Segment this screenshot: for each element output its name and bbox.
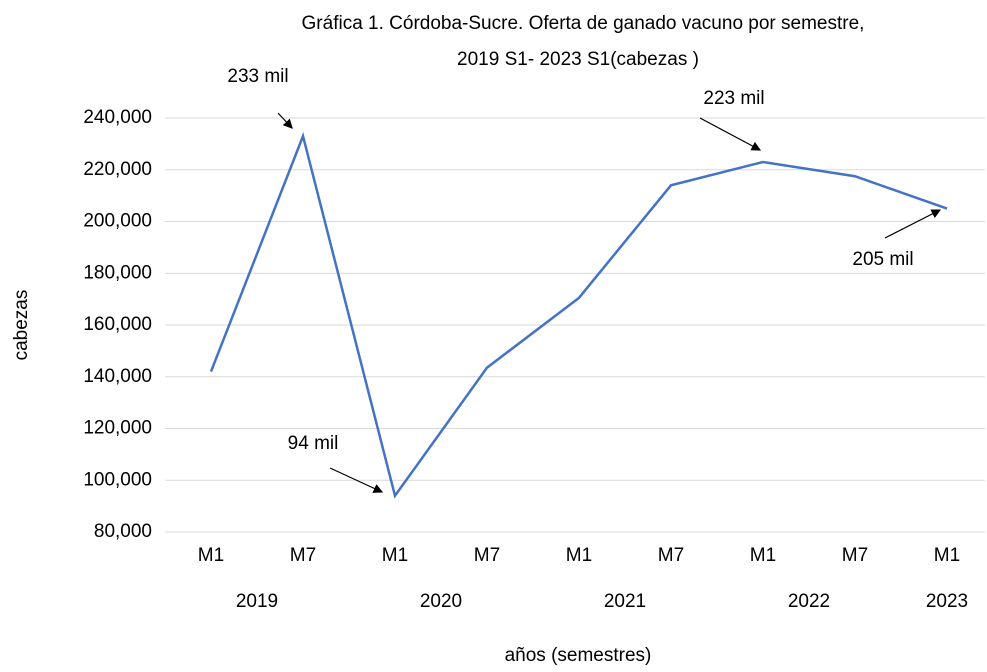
annotation-arrow xyxy=(329,467,384,493)
x-tick-label: M7 xyxy=(658,545,684,566)
chart-subtitle: 2019 S1- 2023 S1(cabezas ) xyxy=(457,49,699,70)
x-group-label: 2021 xyxy=(604,591,646,612)
y-tick-label: 240,000 xyxy=(83,107,152,128)
x-group-label: 2019 xyxy=(236,591,278,612)
x-tick-label: M7 xyxy=(474,545,500,566)
y-tick-label: 180,000 xyxy=(83,262,152,283)
y-tick-label: 200,000 xyxy=(83,211,152,232)
x-tick-label: M7 xyxy=(842,545,868,566)
y-tick-label: 220,000 xyxy=(83,159,152,180)
annotation: 94 mil xyxy=(288,433,339,454)
chart-title: Gráfica 1. Córdoba-Sucre. Oferta de gana… xyxy=(302,13,865,34)
y-tick-label: 140,000 xyxy=(83,366,152,387)
x-group-label: 2020 xyxy=(420,591,462,612)
annotation: 205 mil xyxy=(852,249,913,270)
y-axis-label: cabezas xyxy=(11,290,32,361)
x-tick-label: M7 xyxy=(290,545,316,566)
x-tick-label: M1 xyxy=(750,545,776,566)
x-tick-label: M1 xyxy=(566,545,592,566)
y-tick-label: 160,000 xyxy=(83,314,152,335)
annotation-arrow xyxy=(884,209,942,239)
annotation: 223 mil xyxy=(703,88,764,109)
x-group-label: 2022 xyxy=(788,591,830,612)
annotation-arrow xyxy=(699,117,762,151)
x-group-label: 2023 xyxy=(926,591,968,612)
x-tick-label: M1 xyxy=(382,545,408,566)
annotation: 233 mil xyxy=(227,66,288,87)
y-tick-label: 80,000 xyxy=(94,521,152,542)
y-tick-label: 120,000 xyxy=(83,418,152,439)
x-tick-label: M1 xyxy=(198,545,224,566)
y-tick-label: 100,000 xyxy=(83,469,152,490)
series-line xyxy=(209,132,948,499)
x-axis-label: años (semestres) xyxy=(505,645,652,666)
x-tick-label: M1 xyxy=(934,545,960,566)
annotation-arrow xyxy=(277,112,293,129)
